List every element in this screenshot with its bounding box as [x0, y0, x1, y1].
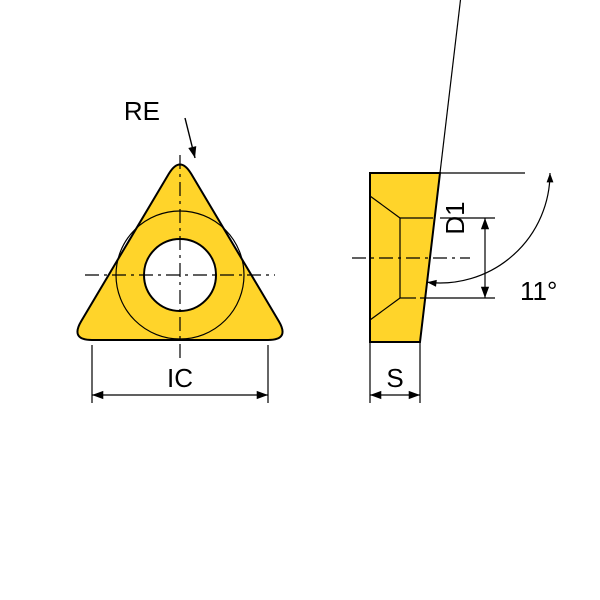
arrowhead [427, 280, 437, 287]
arrowhead [188, 146, 196, 158]
label-ic: IC [167, 363, 193, 393]
label-s: S [386, 363, 403, 393]
label-d1: D1 [440, 201, 470, 234]
arrowhead [547, 173, 554, 182]
arrowhead [481, 218, 489, 229]
arrowhead [257, 391, 268, 399]
label-re: RE [124, 96, 160, 126]
arrowhead [370, 391, 381, 399]
label-angle: 11° [520, 276, 557, 306]
angle-ext2 [420, 0, 480, 342]
arrowhead [409, 391, 420, 399]
arrowhead [92, 391, 103, 399]
arrowhead [481, 287, 489, 298]
